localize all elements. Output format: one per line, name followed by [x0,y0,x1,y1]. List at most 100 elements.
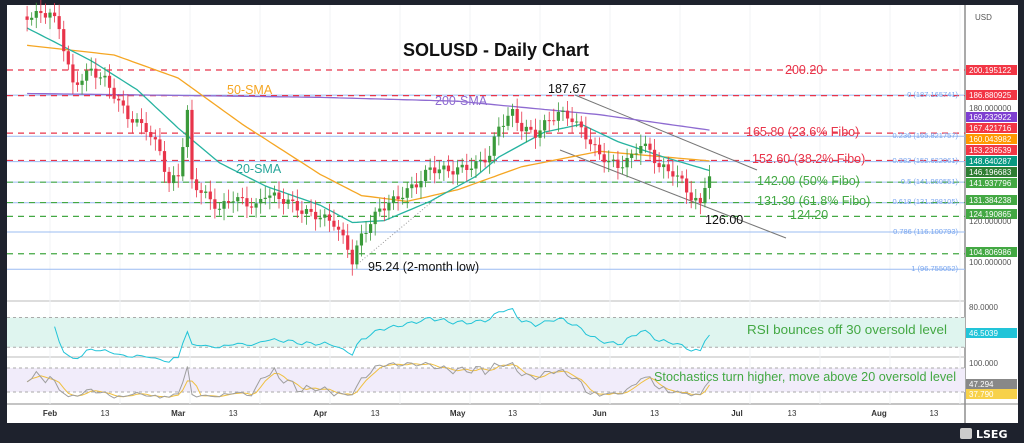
rsi-line [54,308,710,363]
candle-body [543,120,547,131]
candle-body [213,199,217,209]
candle-body [414,184,418,188]
candle-body [272,192,277,196]
candle-body [323,214,327,218]
price-label-box [966,65,1017,75]
chart-title: SOLUSD - Daily Chart [403,40,589,60]
candle-body [570,118,574,123]
candle-body [149,132,153,138]
price-label-box [966,123,1017,133]
candle-body [98,77,102,79]
candle-body [634,153,638,155]
time-axis-label: Feb [43,409,57,418]
candle-body [117,98,121,101]
candle-body [433,167,437,174]
candle-body [57,16,61,30]
candle-body [52,12,57,17]
candle-body [94,68,98,78]
candle-body [423,169,428,182]
annotation-fibo-618: 131.30 (61.8% Fibo) [757,194,870,208]
candle-body [167,171,171,184]
time-axis[interactable]: Feb 13 Mar 13 Apr 13 May 13 Jun 13 Jul 13 Aug 13 [43,409,939,418]
candle-body [497,126,501,137]
sma-20-line [26,27,710,224]
candle-body [85,70,89,81]
candle-body [281,199,286,204]
candle-body [405,188,409,198]
candle-body [355,245,359,265]
fibo-label: 1 (96.755052) [911,264,958,273]
price-label: 148.640287 [969,157,1012,166]
candle-body [217,208,222,210]
candle-body [48,12,52,18]
candle-body [112,87,116,99]
candle-body [295,200,299,211]
candle-body [227,201,231,203]
candle-body [304,208,309,214]
annotation-fibo-382: 152.60 (38.2% Fibo) [752,152,865,166]
annotation-20-sma: 20-SMA [236,162,282,176]
candle-body [694,197,698,201]
candle-body [598,144,602,155]
candle-body [130,119,135,123]
candle-body [89,68,93,71]
price-label-box [966,209,1017,219]
candle-body [469,168,473,170]
candle-body [350,249,354,265]
candle-body [62,29,66,52]
candle-body [652,149,657,164]
price-label-box [966,134,1017,144]
price-label-box [966,328,1017,338]
sma-200-line [27,92,710,131]
candle-body [249,206,254,208]
price-label-box [966,389,1017,399]
candle-body [478,159,483,162]
price-label: 80.0000 [969,303,998,312]
price-label: 180.000000 [969,104,1012,113]
candle-body [680,175,684,179]
candle-body [465,164,469,170]
annotation-fibo-236: 165.80 (23.6% Fibo) [746,125,859,139]
price-label: 100.000000 [969,258,1012,267]
fibo-label: 0.5 (141.960551) [901,177,959,186]
annotation-fibo-50: 142.00 (50% Fibo) [757,174,860,188]
candle-body [529,126,533,130]
candle-body [428,167,432,170]
candle-body [579,121,583,128]
price-label: 153.236539 [969,146,1012,155]
rsi-band [7,317,965,348]
candle-body [625,157,629,168]
candle-body [671,171,675,177]
candle-body [172,175,176,184]
candle-body [346,235,350,250]
candle-body [488,155,492,163]
price-axis[interactable]: 200.195122 186.880925 180.000000169.232922… [966,65,1017,399]
candle-body [245,198,249,207]
moving-averages [26,27,710,224]
fibo-label: 0.382 (152.622061) [893,156,959,165]
candle-body [176,175,180,177]
candle-body [39,10,43,14]
candle-body [685,178,689,193]
price-label-box [966,178,1017,188]
channel-upper-line[interactable] [574,94,758,171]
candle-body [556,111,560,121]
candle-body [643,143,647,147]
candle-body [689,192,693,201]
channel-lower-line[interactable] [559,149,787,239]
candle-body [153,137,157,140]
candle-body [254,203,258,208]
candle-body [318,217,322,220]
annotation-126: 126.00 [705,213,743,227]
annotation-high: 187.67 [548,82,586,96]
fibo-labels: 0 (187.165741) 0.236 (165.821757) 0.382 … [893,90,959,273]
price-label: 141.937796 [969,179,1012,188]
price-label: 100.000 [969,359,998,368]
candle-body [602,154,606,163]
candle-body [492,136,496,156]
price-label-box [966,247,1017,257]
candle-body [300,210,304,214]
candle-body [630,153,634,158]
price-label: 124.190865 [969,210,1012,219]
